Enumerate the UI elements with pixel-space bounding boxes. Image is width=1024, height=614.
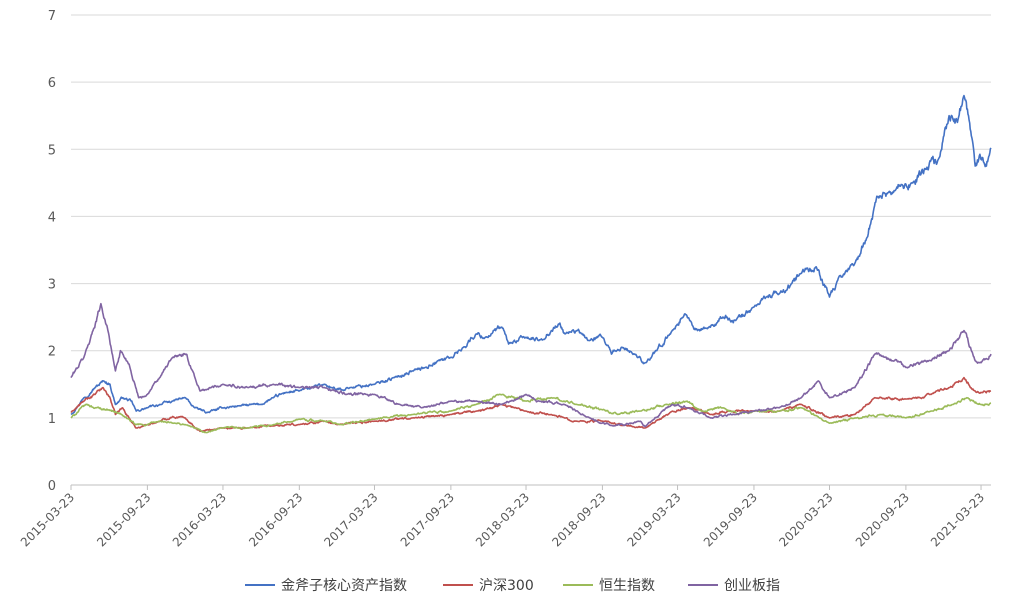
y-tick-label: 5 xyxy=(48,143,56,158)
y-axis: 0 1 2 3 4 5 6 7 xyxy=(48,9,56,494)
series-line-2 xyxy=(70,393,992,434)
legend-label: 沪深300 xyxy=(479,578,534,594)
y-tick-label: 1 xyxy=(48,412,56,427)
legend-label: 创业板指 xyxy=(724,578,780,594)
y-tick-label: 2 xyxy=(48,345,56,360)
y-tick-label: 6 xyxy=(48,76,56,91)
y-tick-label: 0 xyxy=(48,479,56,494)
series-line-0 xyxy=(70,94,992,416)
y-tick-label: 3 xyxy=(48,278,56,293)
legend-label: 恒生指数 xyxy=(599,578,655,594)
y-tick-label: 7 xyxy=(48,9,56,24)
y-tick-label: 4 xyxy=(48,210,56,225)
legend-label: 金斧子核心资产指数 xyxy=(281,578,407,594)
series-lines xyxy=(70,94,992,434)
series-line-3 xyxy=(70,302,992,428)
legend: 金斧子核心资产指数 沪深300 恒生指数 创业板指 xyxy=(245,578,780,594)
gridlines xyxy=(71,14,991,486)
